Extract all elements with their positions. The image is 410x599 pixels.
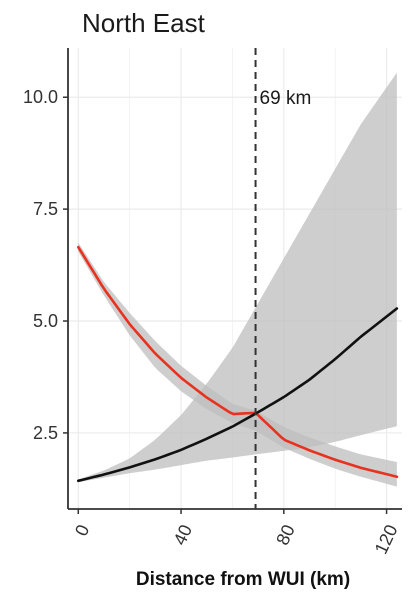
reference-line-label: 69 km [260, 88, 312, 109]
series-line-2 [76, 307, 399, 483]
y-tick-label: 10.0 [23, 87, 58, 107]
x-tick-label: 120 [371, 522, 402, 558]
confidence-bands [78, 72, 397, 487]
reference-lines: 69 km [254, 48, 312, 509]
confidence-band-2 [78, 72, 397, 483]
x-tick-label: 40 [169, 522, 196, 549]
chart-title: North East [82, 8, 206, 38]
x-axis-title: Distance from WUI (km) [136, 569, 350, 590]
y-tick-label: 7.5 [33, 199, 58, 219]
y-tick-label: 2.5 [33, 423, 58, 443]
x-tick-label: 0 [71, 522, 93, 540]
series-line-1 [76, 245, 399, 479]
axes [63, 48, 402, 514]
y-tick-label: 5.0 [33, 311, 58, 331]
series-lines [76, 245, 399, 483]
x-tick-label: 80 [272, 522, 299, 549]
confidence-band-1 [78, 242, 397, 487]
